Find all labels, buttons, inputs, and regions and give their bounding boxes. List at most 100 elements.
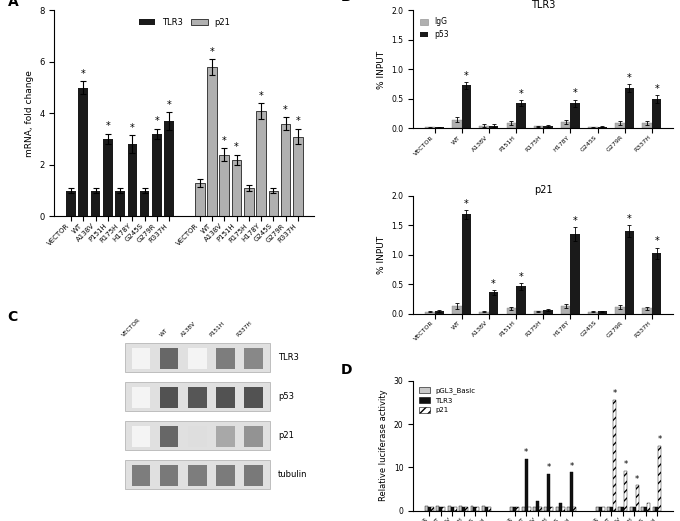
Bar [658, 445, 662, 511]
Text: TLR3: TLR3 [278, 353, 299, 362]
Text: *: * [573, 89, 577, 98]
Bar [447, 506, 451, 511]
Bar [632, 507, 636, 511]
Bar [516, 507, 520, 511]
Bar [124, 460, 270, 489]
Bar [452, 120, 462, 129]
Bar [482, 506, 485, 511]
Bar [462, 85, 471, 129]
Text: *: * [654, 84, 659, 94]
Text: *: * [222, 135, 226, 145]
Bar [624, 471, 627, 511]
Text: *: * [464, 199, 469, 208]
Bar [534, 126, 543, 129]
Bar [160, 426, 178, 447]
Bar [570, 473, 573, 511]
Text: *: * [573, 216, 577, 226]
Bar [477, 507, 479, 511]
Bar [428, 507, 431, 511]
Text: *: * [518, 89, 523, 99]
Bar [431, 507, 434, 511]
Text: WT: WT [159, 327, 169, 337]
Bar [124, 382, 270, 411]
Bar [479, 126, 489, 129]
Bar [573, 507, 576, 511]
Bar [652, 99, 662, 129]
Bar [132, 426, 150, 447]
Bar [244, 348, 262, 368]
Bar [451, 507, 454, 511]
Bar [115, 191, 125, 216]
Bar [132, 348, 150, 368]
Bar [269, 191, 278, 216]
Bar [281, 123, 290, 216]
Bar [488, 507, 491, 511]
Bar [435, 311, 444, 314]
Bar [128, 144, 137, 216]
Bar [216, 348, 235, 368]
Text: *: * [635, 475, 639, 483]
Bar [140, 191, 150, 216]
Bar [561, 306, 571, 314]
Text: *: * [81, 69, 86, 79]
Bar [425, 506, 428, 511]
Text: *: * [627, 214, 632, 224]
Bar [216, 426, 235, 447]
Bar [124, 343, 270, 371]
Bar [598, 507, 602, 511]
Bar [539, 507, 542, 511]
Text: VECTOR: VECTOR [120, 317, 141, 337]
Bar [188, 426, 207, 447]
Text: B: B [341, 0, 351, 4]
Bar [556, 507, 559, 511]
Bar [625, 89, 634, 129]
Text: *: * [654, 237, 659, 246]
Legend: pGL3_Basic, TLR3, p21: pGL3_Basic, TLR3, p21 [417, 384, 478, 416]
Bar [562, 507, 564, 511]
Text: A: A [7, 0, 18, 9]
Bar [507, 123, 516, 129]
Bar [437, 506, 439, 511]
Bar [636, 486, 639, 511]
Bar [160, 348, 178, 368]
Bar [588, 312, 598, 314]
Bar [160, 387, 178, 407]
Legend: TLR3, p21: TLR3, p21 [135, 15, 234, 30]
Bar [525, 458, 528, 511]
Bar [641, 507, 644, 511]
Bar [439, 507, 442, 511]
Text: tubulin: tubulin [278, 470, 307, 479]
Text: *: * [154, 116, 159, 126]
Bar [479, 312, 489, 314]
Bar [454, 507, 457, 511]
Bar [522, 507, 525, 511]
Bar [78, 88, 88, 216]
Y-axis label: Relative luciferase activity: Relative luciferase activity [379, 390, 388, 501]
Legend: IgG, p53: IgG, p53 [417, 14, 452, 42]
Bar [643, 123, 652, 129]
Bar [165, 121, 174, 216]
Bar [545, 507, 547, 511]
Text: *: * [518, 272, 523, 282]
Text: *: * [570, 462, 574, 471]
Bar [160, 465, 178, 486]
Bar [516, 287, 526, 314]
Bar [536, 501, 539, 511]
Bar [462, 215, 471, 314]
Bar [652, 253, 662, 314]
Bar [152, 134, 162, 216]
Bar [615, 307, 625, 314]
Bar [559, 503, 562, 511]
Text: *: * [658, 435, 662, 444]
Bar [425, 312, 435, 314]
Bar [622, 507, 624, 511]
Bar [435, 127, 444, 129]
Bar [244, 387, 262, 407]
Text: *: * [130, 123, 135, 133]
Bar [625, 231, 634, 314]
Text: *: * [491, 279, 496, 289]
Bar [425, 127, 435, 129]
Text: p53: p53 [278, 392, 294, 401]
Bar [618, 507, 622, 511]
Text: *: * [105, 121, 110, 131]
